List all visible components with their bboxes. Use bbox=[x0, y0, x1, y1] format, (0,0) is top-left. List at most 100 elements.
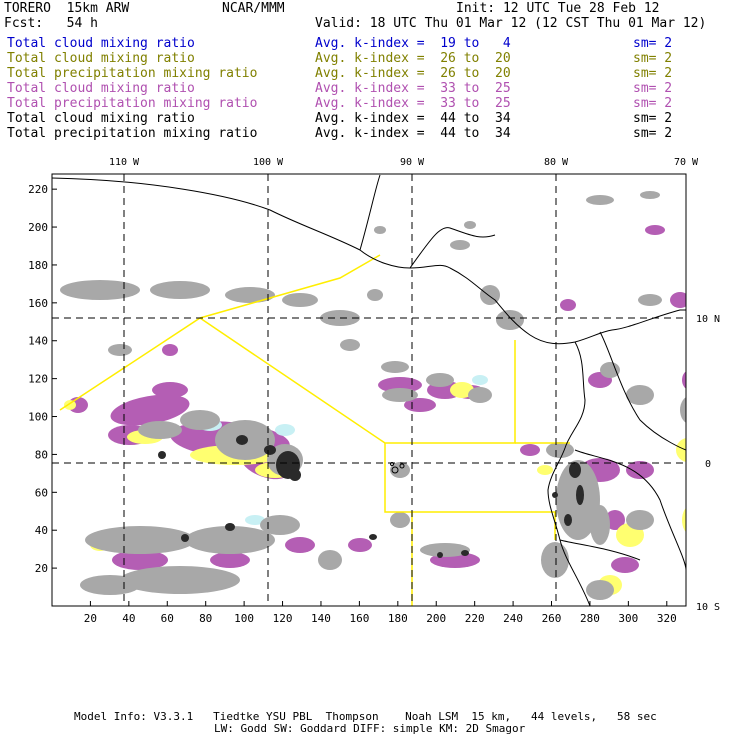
cloud-core bbox=[437, 552, 443, 558]
cloud-gray bbox=[340, 339, 360, 351]
cloud-gray bbox=[367, 289, 383, 301]
cloud-gray bbox=[680, 397, 686, 423]
cloud-purple bbox=[670, 292, 686, 308]
cloud-gray bbox=[80, 575, 140, 595]
y-tick-label: 140 bbox=[28, 335, 48, 348]
x-tick-label: 300 bbox=[618, 612, 638, 625]
x-tick-label: 20 bbox=[84, 612, 97, 625]
cloud-gray bbox=[468, 387, 492, 403]
cloud-gray bbox=[381, 361, 409, 373]
cloud-gray bbox=[626, 510, 654, 530]
legend-field: Total cloud mixing ratio bbox=[7, 111, 195, 126]
border-venezuela bbox=[599, 331, 686, 451]
legend-field: Total precipitation mixing ratio bbox=[7, 66, 258, 81]
cloud-purple bbox=[378, 377, 422, 393]
x-tick-label: 280 bbox=[580, 612, 600, 625]
cloud-gray bbox=[390, 462, 410, 478]
cloud-core bbox=[369, 534, 377, 540]
y-tick-label: 120 bbox=[28, 373, 48, 386]
y-tick-label: 100 bbox=[28, 411, 48, 424]
coastline-central-america bbox=[52, 177, 686, 345]
cloud-gray bbox=[225, 287, 275, 303]
cloud-yellow bbox=[537, 465, 553, 475]
border-peru bbox=[559, 539, 641, 561]
latitude-label: 10 S bbox=[696, 602, 720, 613]
cloud-purple bbox=[626, 461, 654, 479]
cloud-yellow bbox=[64, 400, 76, 410]
legend-sm: sm= 2 bbox=[633, 96, 673, 111]
init-time: Init: 12 UTC Tue 28 Feb 12 bbox=[456, 1, 660, 16]
cloud-cyan bbox=[472, 375, 488, 385]
organization: NCAR/MMM bbox=[222, 1, 285, 16]
cloud-core bbox=[576, 485, 584, 505]
zone-line-north bbox=[59, 254, 381, 411]
cloud-purple bbox=[611, 557, 639, 573]
y-tick-label: 60 bbox=[35, 486, 48, 499]
y-tick-label: 220 bbox=[28, 183, 48, 196]
plot-area bbox=[52, 174, 686, 606]
longitude-label: 70 W bbox=[674, 157, 699, 168]
map-frame bbox=[51, 173, 687, 607]
cloud-purple bbox=[285, 537, 315, 553]
x-tick-label: 120 bbox=[273, 612, 293, 625]
physics-info: LW: Godd SW: Goddard DIFF: simple KM: 2D… bbox=[214, 722, 526, 735]
zone-line-mid bbox=[199, 317, 516, 444]
legend-field: Total cloud mixing ratio bbox=[7, 36, 195, 51]
cloud-core bbox=[225, 523, 235, 531]
legend-field: Total precipitation mixing ratio bbox=[7, 96, 258, 111]
cloud-gray bbox=[374, 226, 386, 234]
legend-sm: sm= 2 bbox=[633, 81, 673, 96]
cloud-gray bbox=[590, 505, 610, 545]
y-tick-label: 160 bbox=[28, 297, 48, 310]
border-central bbox=[409, 227, 496, 269]
x-tick-label: 160 bbox=[349, 612, 369, 625]
cloud-yellow bbox=[450, 382, 474, 398]
cloud-gray bbox=[150, 281, 210, 299]
legend-kindex: Avg. k-index = 33 to 25 bbox=[315, 96, 511, 111]
legend-sm: sm= 2 bbox=[633, 66, 673, 81]
cloud-purple bbox=[210, 552, 250, 568]
legend-field: Total cloud mixing ratio bbox=[7, 51, 195, 66]
cloud-purple bbox=[645, 225, 665, 235]
cloud-gray bbox=[464, 221, 476, 229]
cloud-core bbox=[264, 445, 276, 455]
cloud-core bbox=[236, 435, 248, 445]
cloud-purple bbox=[110, 394, 190, 426]
cloud-core bbox=[552, 492, 558, 498]
cloud-cyan bbox=[275, 424, 295, 436]
y-tick-label: 180 bbox=[28, 259, 48, 272]
zone-line-box bbox=[384, 443, 556, 540]
x-tick-label: 80 bbox=[199, 612, 212, 625]
cloud-gray bbox=[138, 421, 182, 439]
cloud-gray bbox=[640, 191, 660, 199]
galapagos-island bbox=[399, 463, 405, 469]
cloud-purple bbox=[152, 382, 188, 398]
cloud-gray bbox=[60, 280, 140, 300]
model-info: Model Info: V3.3.1 Tiedtke YSU PBL Thomp… bbox=[74, 710, 657, 723]
longitude-label: 100 W bbox=[253, 157, 284, 168]
cloud-gray bbox=[390, 512, 410, 528]
cloud-gray bbox=[260, 515, 300, 535]
cloud-purple bbox=[162, 344, 178, 356]
cloud-gray bbox=[382, 388, 418, 402]
latitude-label: 10 N bbox=[696, 314, 720, 325]
cloud-gray bbox=[546, 442, 574, 458]
cloud-gray bbox=[318, 550, 342, 570]
cloud-core bbox=[461, 550, 469, 556]
cloud-purple bbox=[348, 538, 372, 552]
model-title: TORERO 15km ARW bbox=[4, 1, 130, 16]
galapagos-island bbox=[391, 466, 399, 474]
legend-sm: sm= 2 bbox=[633, 36, 673, 51]
cloud-gray bbox=[626, 385, 654, 405]
coastline-south-america bbox=[547, 341, 591, 606]
cloud-gray bbox=[180, 410, 220, 430]
valid-time: Valid: 18 UTC Thu 01 Mar 12 (12 CST Thu … bbox=[315, 16, 707, 31]
border-brazil bbox=[574, 449, 686, 571]
y-tick-label: 200 bbox=[28, 221, 48, 234]
cloud-gray bbox=[638, 294, 662, 306]
cloud-core bbox=[569, 462, 581, 478]
cloud-gray bbox=[600, 362, 620, 378]
x-tick-label: 140 bbox=[311, 612, 331, 625]
coastline-yucatan bbox=[359, 174, 381, 251]
